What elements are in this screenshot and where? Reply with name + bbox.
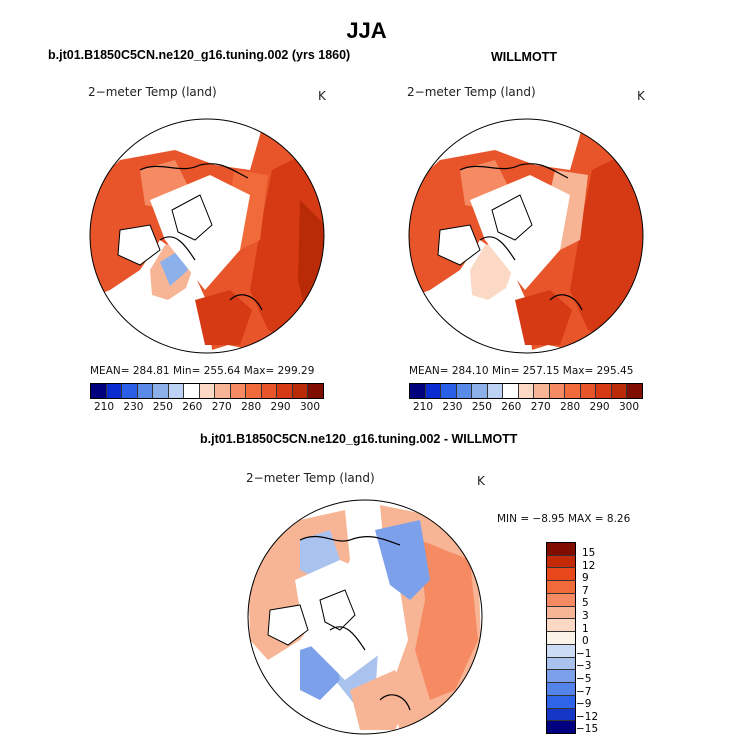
colorbar-swatch xyxy=(547,632,575,645)
colorbar-swatch xyxy=(547,606,575,620)
colorbar-swatch xyxy=(472,384,488,398)
tick-label: 280 xyxy=(241,401,262,413)
tick-label: 300 xyxy=(618,401,639,413)
colorbar-swatch xyxy=(565,384,581,398)
colorbar-swatch xyxy=(547,683,575,696)
level-label: −12 xyxy=(576,710,599,723)
figure-title: JJA xyxy=(346,18,387,43)
colorbar-swatch xyxy=(580,384,597,398)
level-label: −9 xyxy=(576,698,592,711)
colorbar-swatch xyxy=(137,384,154,398)
panel-1-variable-label: 2−meter Temp (land) xyxy=(88,85,217,99)
level-label: 7 xyxy=(582,584,589,597)
colorbar-swatch xyxy=(518,384,535,398)
colorbar-swatch xyxy=(168,384,185,398)
colorbar-swatch xyxy=(547,568,575,582)
tick-label: 210 xyxy=(94,401,115,413)
level-label: 12 xyxy=(582,559,596,572)
panel-2-units-label: K xyxy=(637,89,645,103)
colorbar-swatch xyxy=(292,384,309,398)
panel-1-heading: b.jt01.B1850C5CN.ne120_g16.tuning.002 (y… xyxy=(48,48,351,62)
colorbar-swatch xyxy=(547,593,575,607)
tick-label: 270 xyxy=(211,401,232,413)
tick-label: 210 xyxy=(413,401,434,413)
tick-label: 290 xyxy=(270,401,291,413)
panel-2-colorbar-ticks: 210 230 250 260 270 280 290 300 xyxy=(413,401,639,413)
tick-label: 270 xyxy=(530,401,551,413)
level-label: 9 xyxy=(582,572,589,585)
colorbar-swatch xyxy=(153,384,169,398)
colorbar-swatch xyxy=(627,384,642,398)
panel-2-heading: WILLMOTT xyxy=(491,50,557,64)
difference-units-label: K xyxy=(477,474,485,488)
colorbar-swatch xyxy=(122,384,138,398)
difference-variable-label: 2−meter Temp (land) xyxy=(246,471,375,485)
colorbar-swatch xyxy=(184,384,200,398)
level-label: −5 xyxy=(576,673,592,685)
colorbar-swatch xyxy=(547,708,575,722)
level-label: −1 xyxy=(576,647,592,660)
colorbar-swatch xyxy=(534,384,550,398)
difference-colorbar-labels: 15 12 9 7 5 3 1 0 −1 −3 −5 −7 −9 −12 −15 xyxy=(576,547,622,737)
colorbar-swatch xyxy=(456,384,473,398)
colorbar-swatch xyxy=(503,384,519,398)
tick-label: 250 xyxy=(471,401,492,413)
tick-label: 260 xyxy=(182,401,203,413)
colorbar-swatch xyxy=(106,384,123,398)
colorbar-swatch xyxy=(261,384,278,398)
colorbar-swatch xyxy=(487,384,504,398)
level-label: 15 xyxy=(582,547,596,559)
colorbar-swatch xyxy=(547,581,575,594)
panel-2-stats: MEAN= 284.10 Min= 257.15 Max= 295.45 xyxy=(409,365,634,377)
panel-1-units-label: K xyxy=(318,89,326,103)
difference-polar-map xyxy=(248,500,482,734)
tick-label: 280 xyxy=(560,401,581,413)
colorbar-swatch xyxy=(230,384,247,398)
colorbar-swatch xyxy=(441,384,457,398)
colorbar-swatch xyxy=(549,384,566,398)
colorbar-swatch xyxy=(215,384,231,398)
colorbar-swatch xyxy=(547,543,575,556)
colorbar-swatch xyxy=(547,644,575,658)
colorbar-swatch xyxy=(91,384,107,398)
observed-polar-map xyxy=(409,119,643,353)
level-label: −15 xyxy=(576,723,599,736)
level-label: 1 xyxy=(582,622,589,635)
colorbar-swatch xyxy=(547,555,575,569)
tick-label: 230 xyxy=(442,401,463,413)
colorbar-swatch xyxy=(246,384,262,398)
level-label: 5 xyxy=(582,597,589,610)
difference-heading: b.jt01.B1850C5CN.ne120_g16.tuning.002 - … xyxy=(200,432,518,446)
tick-label: 230 xyxy=(123,401,144,413)
colorbar-swatch xyxy=(199,384,216,398)
panel-1-stats: MEAN= 284.81 Min= 255.64 Max= 299.29 xyxy=(90,365,315,377)
colorbar-swatch xyxy=(547,695,575,709)
tick-label: 290 xyxy=(589,401,610,413)
panel-1-colorbar xyxy=(90,383,324,399)
tick-label: 300 xyxy=(299,401,320,413)
colorbar-swatch xyxy=(547,721,575,734)
tick-label: 250 xyxy=(152,401,173,413)
colorbar-swatch xyxy=(611,384,628,398)
difference-stats: MIN = −8.95 MAX = 8.26 xyxy=(497,513,631,525)
level-label: 3 xyxy=(582,610,589,622)
colorbar-swatch xyxy=(547,670,575,684)
level-label: 0 xyxy=(582,635,589,648)
level-label: −7 xyxy=(576,685,592,698)
difference-colorbar xyxy=(546,542,576,734)
colorbar-swatch xyxy=(308,384,323,398)
colorbar-swatch xyxy=(547,619,575,633)
colorbar-swatch xyxy=(410,384,426,398)
level-label: −3 xyxy=(576,660,592,673)
panel-2-variable-label: 2−meter Temp (land) xyxy=(407,85,536,99)
panel-1-colorbar-ticks: 210 230 250 260 270 280 290 300 xyxy=(94,401,320,413)
colorbar-swatch xyxy=(596,384,612,398)
colorbar-swatch xyxy=(425,384,442,398)
model-polar-map xyxy=(90,119,324,353)
tick-label: 260 xyxy=(501,401,522,413)
colorbar-swatch xyxy=(547,657,575,671)
colorbar-swatch xyxy=(277,384,293,398)
panel-2-colorbar xyxy=(409,383,643,399)
